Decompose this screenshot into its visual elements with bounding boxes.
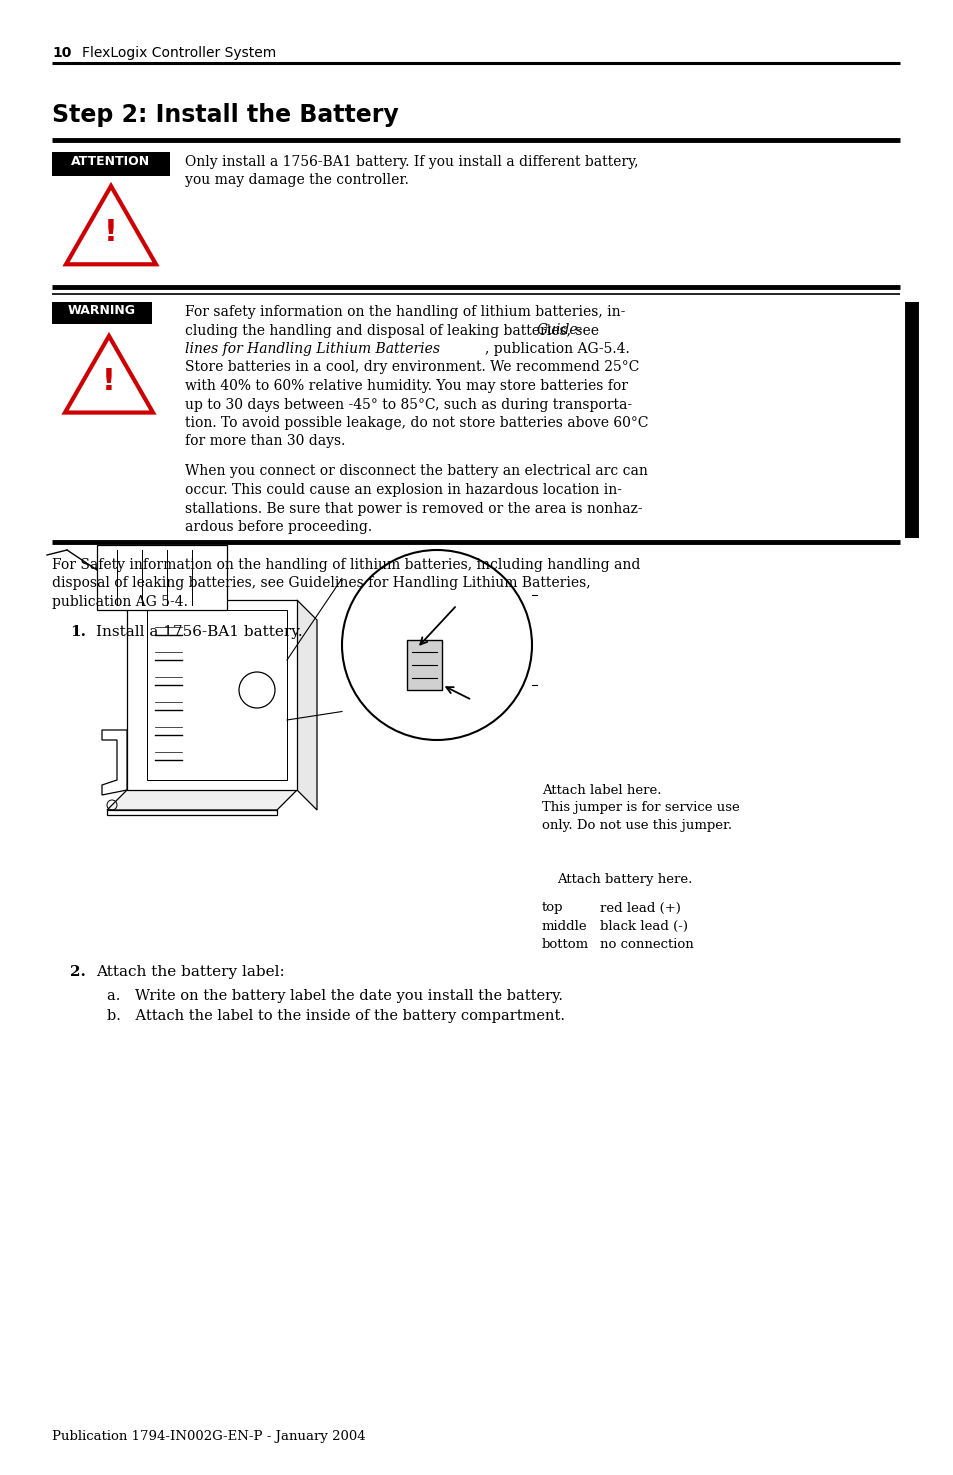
- Text: no connection: no connection: [599, 938, 693, 950]
- Text: Step 2: Install the Battery: Step 2: Install the Battery: [52, 103, 398, 127]
- Text: Attach battery here.: Attach battery here.: [557, 873, 692, 886]
- Text: Only install a 1756-BA1 battery. If you install a different battery,: Only install a 1756-BA1 battery. If you …: [185, 155, 638, 170]
- Text: FlexLogix Controller System: FlexLogix Controller System: [82, 46, 276, 60]
- Text: cluding the handling and disposal of leaking batteries, see: cluding the handling and disposal of lea…: [185, 323, 602, 338]
- Text: WARNING: WARNING: [68, 304, 136, 317]
- Text: When you connect or disconnect the battery an electrical arc can: When you connect or disconnect the batte…: [185, 465, 647, 478]
- Text: a. Write on the battery label the date you install the battery.: a. Write on the battery label the date y…: [107, 990, 562, 1003]
- Polygon shape: [65, 336, 152, 413]
- Text: with 40% to 60% relative humidity. You may store batteries for: with 40% to 60% relative humidity. You m…: [185, 379, 627, 392]
- Polygon shape: [296, 600, 316, 810]
- Text: bottom: bottom: [541, 938, 589, 950]
- Text: Guide-: Guide-: [537, 323, 583, 338]
- Text: Attach label here.: Attach label here.: [541, 783, 660, 796]
- Polygon shape: [407, 640, 441, 690]
- Text: This jumper is for service use: This jumper is for service use: [541, 801, 739, 814]
- Text: you may damage the controller.: you may damage the controller.: [185, 173, 409, 187]
- Polygon shape: [97, 544, 227, 611]
- Text: For Safety information on the handling of lithium batteries, including handling : For Safety information on the handling o…: [52, 558, 639, 572]
- Bar: [52, 302, 152, 324]
- Text: publication AG 5-4.: publication AG 5-4.: [52, 594, 188, 609]
- Text: lines for Handling Lithium Batteries: lines for Handling Lithium Batteries: [185, 342, 439, 355]
- Text: 10: 10: [52, 46, 71, 60]
- Text: Store batteries in a cool, dry environment. We recommend 25°C: Store batteries in a cool, dry environme…: [185, 360, 639, 375]
- Text: up to 30 days between -45° to 85°C, such as during transporta-: up to 30 days between -45° to 85°C, such…: [185, 397, 632, 412]
- Text: 2.: 2.: [70, 965, 86, 979]
- Text: Attach the battery label:: Attach the battery label:: [96, 965, 284, 979]
- Text: middle: middle: [541, 919, 587, 932]
- Text: For safety information on the handling of lithium batteries, in-: For safety information on the handling o…: [185, 305, 625, 319]
- Text: occur. This could cause an explosion in hazardous location in-: occur. This could cause an explosion in …: [185, 482, 621, 497]
- Text: Publication 1794-IN002G-EN-P - January 2004: Publication 1794-IN002G-EN-P - January 2…: [52, 1429, 365, 1443]
- Text: , publication AG-5.4.: , publication AG-5.4.: [484, 342, 629, 355]
- Polygon shape: [127, 600, 296, 791]
- Text: b. Attach the label to the inside of the battery compartment.: b. Attach the label to the inside of the…: [107, 1009, 564, 1024]
- Text: !: !: [104, 218, 118, 248]
- Text: top: top: [541, 901, 563, 914]
- Text: 1.: 1.: [70, 625, 86, 639]
- Bar: [52, 152, 170, 176]
- Polygon shape: [107, 791, 296, 810]
- Text: black lead (-): black lead (-): [599, 919, 687, 932]
- Text: ATTENTION: ATTENTION: [71, 155, 151, 168]
- Text: !: !: [102, 367, 116, 397]
- Text: ardous before proceeding.: ardous before proceeding.: [185, 521, 372, 534]
- Polygon shape: [66, 186, 156, 264]
- Text: Install a 1756-BA1 battery.: Install a 1756-BA1 battery.: [96, 625, 302, 639]
- Polygon shape: [147, 611, 287, 780]
- Text: red lead (+): red lead (+): [599, 901, 680, 914]
- Text: only. Do not use this jumper.: only. Do not use this jumper.: [541, 819, 731, 832]
- Text: for more than 30 days.: for more than 30 days.: [185, 435, 345, 448]
- Text: disposal of leaking batteries, see Guidelines for Handling Lithium Batteries,: disposal of leaking batteries, see Guide…: [52, 577, 590, 590]
- Text: stallations. Be sure that power is removed or the area is nonhaz-: stallations. Be sure that power is remov…: [185, 502, 642, 515]
- Polygon shape: [107, 810, 276, 816]
- Text: tion. To avoid possible leakage, do not store batteries above 60°C: tion. To avoid possible leakage, do not …: [185, 416, 648, 431]
- Polygon shape: [102, 730, 127, 795]
